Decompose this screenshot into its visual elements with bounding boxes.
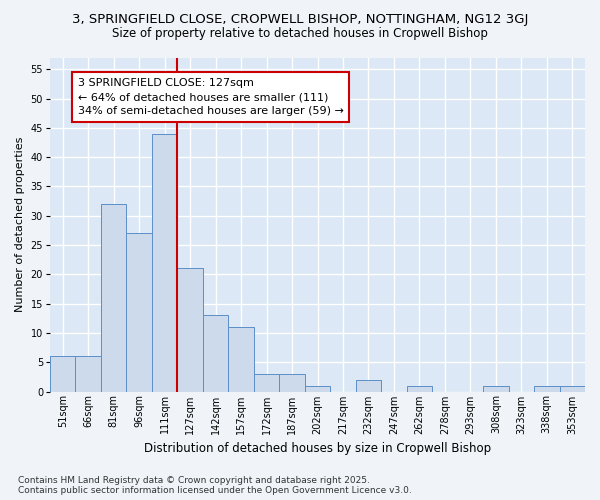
Bar (152, 134, 178, 392)
Bar (76, 356, 101, 392)
Bar (483, 386, 509, 392)
Y-axis label: Number of detached properties: Number of detached properties (15, 137, 25, 312)
X-axis label: Distribution of detached houses by size in Cropwell Bishop: Distribution of detached houses by size … (144, 442, 491, 455)
Bar (534, 386, 560, 392)
Bar (127, 234, 152, 392)
Bar (356, 380, 381, 392)
Text: Size of property relative to detached houses in Cropwell Bishop: Size of property relative to detached ho… (112, 28, 488, 40)
Text: Contains HM Land Registry data © Crown copyright and database right 2025.
Contai: Contains HM Land Registry data © Crown c… (18, 476, 412, 495)
Bar (229, 327, 254, 392)
Bar (101, 204, 127, 392)
Bar (178, 268, 203, 392)
Bar (203, 316, 229, 392)
Bar (560, 386, 585, 392)
Text: 3 SPRINGFIELD CLOSE: 127sqm
← 64% of detached houses are smaller (111)
34% of se: 3 SPRINGFIELD CLOSE: 127sqm ← 64% of det… (78, 78, 344, 116)
Bar (407, 386, 432, 392)
Bar (279, 374, 305, 392)
Bar (254, 374, 279, 392)
Bar (305, 386, 330, 392)
Text: 3, SPRINGFIELD CLOSE, CROPWELL BISHOP, NOTTINGHAM, NG12 3GJ: 3, SPRINGFIELD CLOSE, CROPWELL BISHOP, N… (72, 12, 528, 26)
Bar (50, 356, 76, 392)
